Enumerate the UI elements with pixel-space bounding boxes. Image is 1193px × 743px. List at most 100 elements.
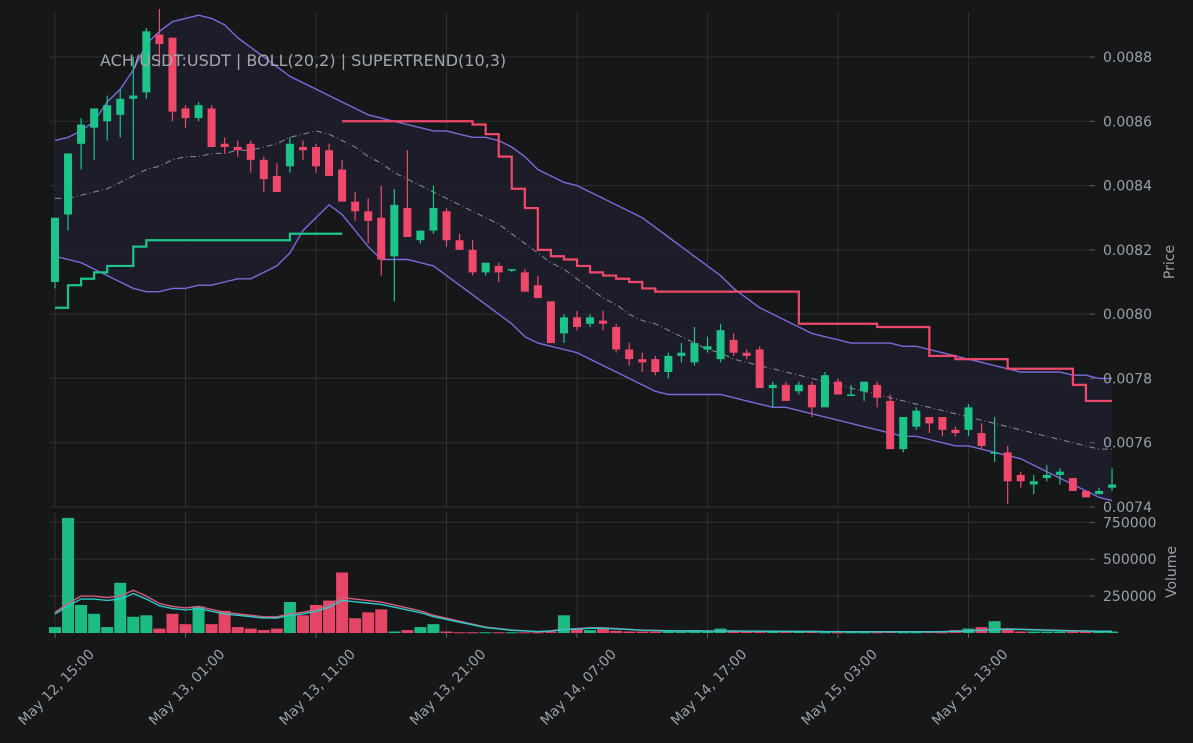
candle-body	[351, 201, 360, 212]
candle-body	[220, 143, 229, 147]
candle-body	[742, 352, 751, 356]
volume-bar	[988, 621, 1001, 633]
candle-body	[860, 381, 869, 392]
candle-body	[494, 265, 503, 273]
candle-body	[1068, 478, 1077, 491]
candle-body	[468, 249, 477, 273]
candle	[977, 423, 986, 450]
volume-bar	[283, 602, 296, 633]
candle-body	[51, 217, 59, 282]
volume-bar	[1027, 631, 1040, 633]
candle-body	[834, 381, 842, 395]
volume-bar	[1093, 631, 1105, 633]
price-tick-label: 0.0080	[1103, 307, 1152, 323]
volume-bar	[192, 606, 205, 633]
supertrend-up-line	[55, 232, 343, 309]
volume-bar	[544, 631, 557, 633]
chart-title: ACH/USDT:USDT | BOLL(20,2) | SUPERTREND(…	[100, 51, 506, 70]
price-tick-label: 0.0078	[1103, 371, 1152, 387]
volume-bar	[1066, 631, 1079, 633]
volume-bar	[75, 604, 88, 633]
candle	[729, 333, 738, 356]
candle	[220, 137, 229, 154]
volume-bar	[244, 628, 257, 633]
volume-bar	[388, 631, 401, 633]
volume-bar	[584, 630, 597, 633]
volume-bar	[727, 631, 740, 633]
candle-body	[1016, 474, 1025, 482]
candle	[834, 378, 842, 395]
volume-bar	[845, 632, 858, 634]
candle-body	[1081, 490, 1090, 498]
candle	[573, 310, 581, 331]
candle-body	[677, 352, 686, 356]
candle	[599, 310, 608, 331]
supertrend-layer	[55, 120, 1113, 403]
volume-bar	[296, 615, 309, 633]
candle	[847, 384, 856, 396]
volume-layer	[49, 517, 1119, 634]
candle-body	[285, 143, 294, 167]
candle-body	[377, 217, 386, 260]
price-tick-label: 0.0076	[1103, 436, 1152, 452]
candle	[820, 372, 829, 408]
volume-bar	[88, 613, 101, 633]
candle	[390, 188, 399, 302]
volume-bar	[349, 618, 362, 633]
candle-body	[781, 384, 790, 401]
candle	[781, 381, 790, 401]
candle	[1016, 471, 1025, 488]
volume-bar	[910, 632, 923, 634]
volume-bar	[127, 616, 140, 633]
candle-body	[664, 355, 673, 372]
volume-bar	[205, 624, 218, 633]
candle	[64, 153, 73, 231]
candle	[912, 407, 921, 430]
candle-body	[886, 400, 895, 450]
candle	[351, 192, 360, 221]
volume-bar	[858, 632, 871, 634]
volume-bar	[779, 631, 792, 633]
candle-body	[559, 317, 568, 334]
candle-body	[181, 108, 190, 119]
volume-bar	[218, 610, 231, 633]
candle-body	[807, 384, 816, 408]
volume-bar	[440, 631, 453, 633]
candle-body	[338, 169, 347, 202]
candle	[455, 233, 464, 250]
candle-body	[586, 317, 595, 324]
candle-body	[142, 31, 151, 93]
candle-body	[90, 108, 99, 128]
volume-bar	[1106, 631, 1119, 633]
volume-bar	[805, 631, 818, 633]
volume-bar	[936, 632, 949, 634]
candle-body	[847, 394, 856, 396]
candle	[168, 37, 177, 122]
candle-body	[573, 317, 581, 327]
candle	[664, 352, 673, 379]
volume-bar	[1014, 631, 1027, 633]
volume-bar	[427, 624, 440, 633]
price-tick-label: 0.0088	[1103, 50, 1152, 66]
bollinger-upper-line	[54, 14, 1113, 380]
candle	[860, 381, 869, 401]
candle-body	[429, 208, 438, 231]
volume-bar	[257, 630, 270, 633]
candle	[586, 314, 595, 327]
candle-body	[259, 159, 268, 180]
candle-body	[599, 320, 608, 324]
volume-bar	[701, 631, 714, 633]
candle-body	[638, 359, 647, 363]
candle	[677, 343, 686, 363]
candle-body	[155, 34, 164, 45]
volume-bar	[753, 631, 766, 633]
candle-body	[977, 433, 986, 446]
candle-body	[651, 359, 660, 372]
candle-body	[925, 417, 934, 424]
candle-body	[1042, 474, 1051, 479]
candle-body	[246, 143, 255, 160]
candle	[873, 381, 882, 408]
volume-bar	[270, 628, 283, 633]
candle	[612, 323, 621, 353]
